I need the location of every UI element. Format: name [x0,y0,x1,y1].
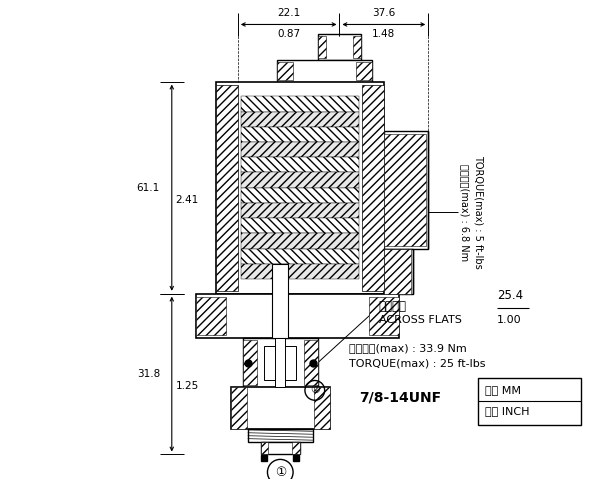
Text: 2.41: 2.41 [176,195,199,204]
Bar [231,387,329,429]
Bar [231,387,247,429]
Text: ①: ① [275,466,286,479]
Bar [277,62,293,80]
Bar [241,172,359,188]
Bar [196,294,398,338]
Bar [314,387,329,429]
Text: 安装扝矩(max) : 6.8 Nm: 安装扝矩(max) : 6.8 Nm [460,164,470,261]
Bar [241,249,359,264]
Bar [277,60,372,82]
Bar [216,82,384,294]
Text: 1.48: 1.48 [372,29,395,40]
Bar [243,338,318,387]
Bar [292,441,300,455]
Bar [241,142,359,157]
Text: 22.1: 22.1 [277,8,300,17]
Bar [384,249,413,294]
Text: 25.4: 25.4 [497,289,523,301]
Bar [241,97,359,112]
Bar [318,34,361,60]
Text: 61.1: 61.1 [137,183,160,193]
Bar [241,157,359,172]
Bar [241,188,359,203]
Text: 英寸 INCH: 英寸 INCH [485,406,530,416]
Bar [362,85,384,291]
Text: ACROSS FLATS: ACROSS FLATS [379,315,462,326]
Text: ②: ② [310,385,320,396]
Text: TORQUE(max) : 25 ft-lbs: TORQUE(max) : 25 ft-lbs [349,359,486,369]
Text: 1.25: 1.25 [176,381,199,391]
Bar [318,36,326,58]
Bar [216,85,238,291]
Bar [241,112,359,127]
Bar [356,62,372,80]
Bar [241,127,359,142]
Bar [384,134,426,246]
Bar [369,297,398,335]
Text: 毫米 MM: 毫米 MM [485,385,521,396]
Text: 安装扝矩(max) : 33.9 Nm: 安装扝矩(max) : 33.9 Nm [349,343,467,353]
Bar [248,429,313,441]
Text: 7/8-14UNF: 7/8-14UNF [359,390,441,404]
Bar [304,340,318,385]
Bar [260,441,300,455]
Text: TORQUE(max) : 5 ft-lbs: TORQUE(max) : 5 ft-lbs [473,156,484,269]
Bar [272,264,288,338]
Bar [265,346,296,380]
Bar [241,218,359,233]
Text: 31.8: 31.8 [137,369,160,379]
Text: 對邊寬度: 對邊寬度 [379,300,407,313]
Bar [243,340,257,385]
Bar [384,131,428,249]
Bar [260,441,268,455]
Bar [353,36,361,58]
Bar [241,264,359,279]
Bar [241,233,359,249]
Bar [241,203,359,218]
Bar [275,338,285,387]
Bar [478,378,581,425]
Text: 0.87: 0.87 [277,29,300,40]
Text: 37.6: 37.6 [372,8,395,17]
Bar [196,297,226,335]
Text: 1.00: 1.00 [497,315,522,326]
Bar [384,249,412,294]
